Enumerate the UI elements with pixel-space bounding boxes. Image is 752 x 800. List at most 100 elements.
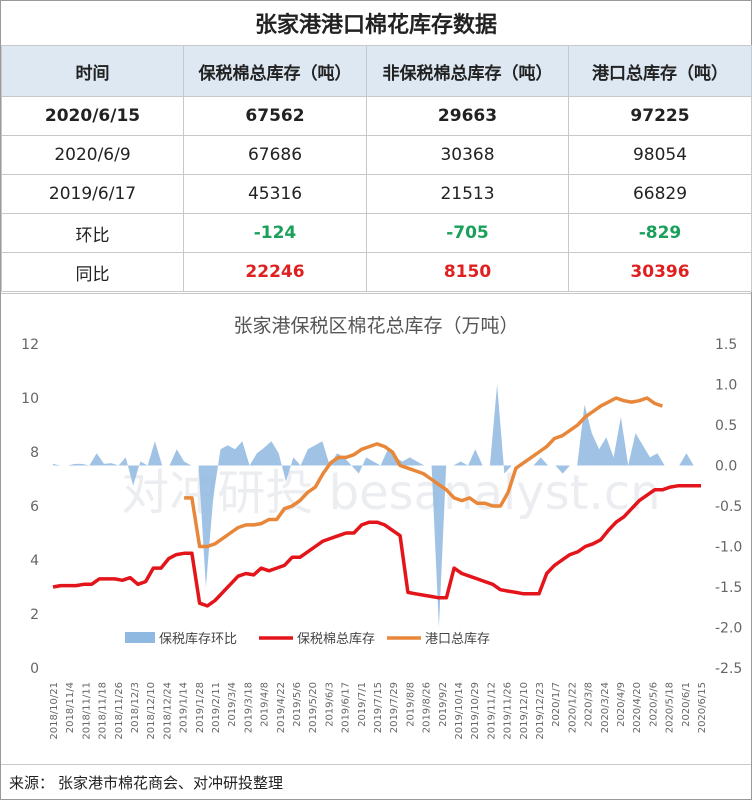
cell-bonded: 45316 (183, 174, 367, 214)
x-axis-tick-label: 2019/1/14 (179, 682, 190, 733)
cell-date: 2020/6/9 (1, 135, 184, 175)
cell-bonded: 67686 (183, 135, 367, 175)
legend-label: 港口总库存 (425, 631, 490, 647)
line-series-layer (52, 396, 701, 608)
right-axis-tick-label: 0.0 (715, 459, 737, 475)
x-axis-tick-label: 2019/7/29 (389, 682, 400, 733)
x-axis-tick-label: 2019/10/29 (470, 682, 481, 740)
bonded-stock-line (52, 484, 701, 608)
x-axis-tick-label: 2019/3/18 (243, 682, 254, 733)
table-header-row: 时间 保税棉总库存（吨） 非保税棉总库存（吨） 港口总库存（吨） (1, 45, 752, 97)
x-axis-tick-label: 2019/12/10 (519, 682, 530, 740)
x-axis-tick-label: 2020/5/6 (648, 682, 659, 727)
x-axis-tick-label: 2019/7/15 (373, 682, 384, 733)
left-axis-tick-label: 4 (30, 553, 39, 569)
inventory-chart: 张家港保税区棉花总库存（万吨） 对冲研投 besanalyst.cn 02468… (21, 315, 742, 740)
x-axis-tick-label: 2018/12/10 (146, 682, 157, 740)
x-axis-tick-label: 2019/9/2 (438, 682, 449, 727)
cell-label-mom: 环比 (1, 213, 184, 253)
x-axis-tick-label: 2019/6/17 (341, 682, 352, 733)
x-axis-tick-label: 2020/1/22 (567, 682, 578, 733)
right-axis-tick-label: -2.5 (715, 661, 742, 677)
x-axis-tick-label: 2020/4/9 (616, 682, 627, 727)
footer-source: 张家港市棉花商会、对冲研投整理 (58, 773, 284, 792)
x-axis-tick-label: 2020/3/24 (600, 682, 611, 733)
x-axis-tick-label: 2018/12/24 (162, 682, 173, 740)
right-axis-tick-label: -1.0 (715, 540, 742, 556)
cell-total-change: -829 (568, 213, 752, 253)
chart-title: 张家港保税区棉花总库存（万吨） (233, 315, 518, 337)
legend-swatch-bar (125, 632, 155, 643)
cell-bonded-change: 22246 (183, 252, 367, 292)
right-axis-tick-label: -0.5 (715, 499, 742, 515)
right-axis-tick-label: -1.5 (715, 580, 742, 596)
left-axis-tick-label: 12 (21, 337, 39, 353)
source-footer: 来源： 张家港市棉花商会、对冲研投整理 (1, 764, 751, 799)
x-axis-tick-label: 2020/1/7 (551, 682, 562, 727)
cell-non-bonded: 29663 (366, 96, 569, 136)
x-axis-tick-label: 2019/5/6 (292, 682, 303, 727)
x-axis-tick-label: 2019/11/12 (486, 682, 497, 740)
left-axis: 0 2 4 6 8 10 12 (21, 337, 39, 677)
x-axis-tick-label: 2018/11/11 (81, 682, 92, 740)
table-row: 2020/6/9 67686 30368 98054 (1, 135, 752, 175)
cell-non-bonded: 21513 (366, 174, 569, 214)
left-axis-tick-label: 10 (21, 391, 39, 407)
legend-label: 保税库存环比 (159, 631, 237, 647)
legend-label: 保税棉总库存 (297, 631, 375, 647)
x-axis: 2018/10/21 2018/11/4 2018/11/11 2018/11/18 2… (49, 682, 708, 740)
column-header-date: 时间 (1, 45, 184, 97)
cell-label-yoy: 同比 (1, 252, 184, 292)
x-axis-tick-label: 2020/6/1 (681, 682, 692, 727)
cell-non-bonded-change: 8150 (366, 252, 569, 292)
chart-legend: 保税库存环比 保税棉总库存 港口总库存 (125, 631, 490, 647)
cell-date: 2019/6/17 (1, 174, 184, 214)
cell-total: 66829 (568, 174, 752, 214)
x-axis-tick-label: 2020/4/20 (632, 682, 643, 733)
x-axis-tick-label: 2019/3/4 (227, 682, 238, 727)
x-axis-tick-label: 2019/10/14 (454, 682, 465, 740)
table-row: 2019/6/17 45316 21513 66829 (1, 174, 752, 214)
right-axis: -2.5 -2.0 -1.5 -1.0 -0.5 0.0 0.5 1.0 1.5 (715, 337, 742, 677)
x-axis-tick-label: 2019/11/26 (503, 682, 514, 740)
x-axis-tick-label: 2019/2/11 (211, 682, 222, 733)
column-header-non-bonded: 非保税棉总库存（吨） (366, 45, 569, 97)
cell-total-change: 30396 (568, 252, 752, 292)
right-axis-tick-label: 1.5 (715, 337, 737, 353)
table-row: 同比 22246 8150 30396 (1, 252, 752, 292)
x-axis-tick-label: 2019/12/23 (535, 682, 546, 740)
x-axis-tick-label: 2019/4/8 (260, 682, 271, 727)
x-axis-tick-label: 2019/5/20 (308, 682, 319, 733)
left-axis-tick-label: 8 (30, 445, 39, 461)
x-axis-tick-label: 2018/11/26 (114, 682, 125, 740)
cell-total: 98054 (568, 135, 752, 175)
cell-total: 97225 (568, 96, 752, 136)
table-row: 环比 -124 -705 -829 (1, 213, 752, 253)
cell-bonded: 67562 (183, 96, 367, 136)
x-axis-tick-label: 2020/6/15 (697, 682, 708, 733)
cell-date: 2020/6/15 (1, 96, 184, 136)
left-axis-tick-label: 0 (30, 661, 39, 677)
x-axis-tick-label: 2018/11/18 (98, 682, 109, 740)
x-axis-tick-label: 2018/11/4 (65, 682, 76, 733)
footer-label: 来源： (9, 773, 55, 792)
x-axis-tick-label: 2019/1/28 (195, 682, 206, 733)
port-stock-line (184, 396, 663, 549)
right-axis-tick-label: 1.0 (715, 378, 737, 394)
x-axis-tick-label: 2019/8/8 (405, 682, 416, 727)
left-axis-tick-label: 6 (30, 499, 39, 515)
cell-bonded-change: -124 (183, 213, 367, 253)
stock-table: 时间 保税棉总库存（吨） 非保税棉总库存（吨） 港口总库存（吨） 2020/6/… (1, 45, 752, 292)
cell-non-bonded-change: -705 (366, 213, 569, 253)
x-axis-tick-label: 2019/4/22 (276, 682, 287, 733)
cell-non-bonded: 30368 (366, 135, 569, 175)
column-header-total: 港口总库存（吨） (568, 45, 752, 97)
table-row: 2020/6/15 67562 29663 97225 (1, 96, 752, 136)
x-axis-tick-label: 2019/6/3 (324, 682, 335, 727)
x-axis-tick-label: 2018/10/21 (49, 682, 60, 740)
right-axis-tick-label: -2.0 (715, 621, 742, 637)
x-axis-tick-label: 2019/7/1 (357, 682, 368, 727)
x-axis-tick-label: 2020/5/18 (665, 682, 676, 733)
